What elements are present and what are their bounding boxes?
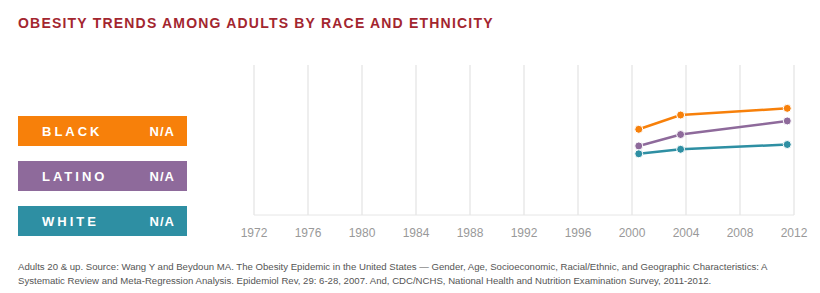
legend-label: BLACK (42, 124, 103, 139)
tick-label: 2004 (673, 226, 700, 240)
grid-line (686, 65, 687, 215)
x-axis-line (254, 215, 794, 216)
tick-label: 1976 (295, 226, 322, 240)
grid-line (794, 65, 795, 215)
title: OBESITY TRENDS AMONG ADULTS BY RACE AND … (18, 15, 494, 31)
grid-line (524, 65, 525, 215)
source-note: Adults 20 & up. Source: Wang Y and Beydo… (18, 260, 808, 288)
grid-line (578, 65, 579, 215)
legend-value: N/A (150, 124, 175, 139)
tick-label: 1992 (511, 226, 538, 240)
series-line (639, 108, 788, 129)
tick-label: 1988 (457, 226, 484, 240)
legend-label: LATINO (42, 169, 107, 184)
point[interactable] (635, 142, 643, 150)
tick-label: 1996 (565, 226, 592, 240)
legend-entry[interactable]: LATINO N/A (18, 161, 187, 191)
point[interactable] (783, 141, 791, 149)
plot-area (635, 104, 792, 157)
series-line (639, 145, 788, 154)
grid-line (254, 65, 255, 215)
point[interactable] (677, 145, 685, 153)
series-line (639, 121, 788, 146)
legend-label: WHITE (42, 214, 99, 229)
grid-line (740, 65, 741, 215)
tick-label: 2012 (781, 226, 808, 240)
point[interactable] (783, 104, 791, 112)
grid-line (470, 65, 471, 215)
tick-label: 1972 (241, 226, 268, 240)
legend-entry[interactable]: BLACK N/A (18, 116, 187, 146)
legend-value: N/A (150, 214, 175, 229)
tick-label: 2008 (727, 226, 754, 240)
grid-line (416, 65, 417, 215)
tick-label: 1984 (403, 226, 430, 240)
tick-label: 2000 (619, 226, 646, 240)
tick-label: 1980 (349, 226, 376, 240)
point[interactable] (635, 150, 643, 158)
point[interactable] (677, 111, 685, 119)
chart: 1972 1976 1980 1984 1988 1992 1996 2000 2004 2008… (0, 0, 820, 293)
point[interactable] (677, 131, 685, 139)
grid-line (362, 65, 363, 215)
point[interactable] (783, 117, 791, 125)
grid-line (308, 65, 309, 215)
legend-entry[interactable]: WHITE N/A (18, 206, 187, 236)
legend-value: N/A (150, 169, 175, 184)
point[interactable] (635, 125, 643, 133)
grid-line (632, 65, 633, 215)
